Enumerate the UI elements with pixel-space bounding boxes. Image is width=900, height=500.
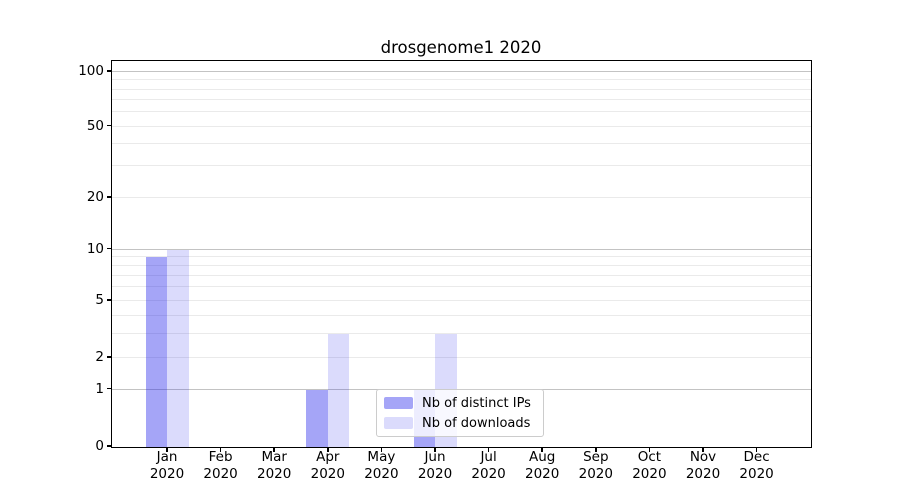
y-tick-label: 10	[86, 240, 104, 257]
minor-gridline	[112, 165, 811, 167]
x-tick-mark	[327, 447, 329, 452]
legend-label-distinct-ips: Nb of distinct IPs	[422, 395, 531, 411]
x-tick-year: 2020	[578, 465, 613, 482]
x-tick-month: May	[367, 449, 396, 465]
y-tick-label: 5	[95, 292, 104, 308]
y-tick-mark	[107, 247, 112, 250]
x-tick-label: May 2020	[364, 449, 398, 482]
x-tick-year: 2020	[739, 465, 774, 482]
x-tick-mark	[166, 447, 168, 452]
y-tick-label: 100	[78, 63, 104, 79]
minor-gridline	[112, 79, 811, 81]
y-tick-label: 2	[95, 349, 104, 365]
chart-title: drosgenome1 2020	[380, 38, 542, 57]
legend-swatch-downloads	[384, 416, 413, 430]
y-tick-mark	[107, 387, 112, 390]
x-tick-month: Dec	[743, 449, 770, 465]
x-tick-label: Aug 2020	[525, 449, 559, 482]
y-tick-mark	[107, 299, 112, 301]
minor-gridline	[112, 197, 811, 198]
minor-gridline	[112, 265, 811, 267]
x-tick-label: Apr 2020	[311, 449, 345, 482]
x-tick-label: Feb 2020	[203, 449, 237, 482]
x-tick-year: 2020	[149, 465, 185, 482]
x-tick-label: Jun 2020	[418, 449, 452, 482]
y-tick-mark	[107, 70, 112, 72]
x-tick-year: 2020	[257, 465, 292, 482]
x-tick-year: 2020	[364, 465, 399, 482]
x-tick-label: Oct 2020	[632, 449, 666, 482]
minor-gridline	[112, 300, 811, 301]
x-tick-mark	[541, 447, 543, 452]
x-tick-month: Sep	[583, 449, 609, 465]
minor-gridline	[112, 333, 811, 334]
y-tick-label: 1	[95, 380, 104, 397]
y-tick-mark	[107, 356, 112, 358]
bar-downloads	[327, 334, 350, 447]
y-tick-label: 20	[86, 189, 104, 205]
y-tick-label: 0	[95, 438, 104, 454]
minor-gridline	[112, 275, 811, 276]
x-tick-mark	[273, 447, 275, 452]
x-tick-month: Jun	[424, 449, 446, 465]
x-tick-year: 2020	[525, 465, 560, 482]
x-tick-month: Oct	[637, 449, 662, 465]
x-tick-month: Apr	[316, 449, 340, 465]
minor-gridline	[112, 111, 811, 113]
x-tick-label: Sep 2020	[579, 449, 613, 482]
minor-gridline	[112, 256, 811, 258]
x-tick-month: Jan	[156, 449, 178, 465]
x-tick-month: Feb	[208, 449, 233, 465]
x-tick-mark	[380, 447, 383, 452]
x-tick-mark	[434, 447, 436, 452]
x-tick-mark	[702, 447, 704, 452]
minor-gridline	[112, 99, 811, 101]
x-tick-mark	[755, 447, 758, 452]
minor-gridline	[112, 142, 811, 144]
x-tick-label: Dec 2020	[739, 449, 773, 482]
x-tick-year: 2020	[685, 465, 721, 482]
minor-gridline	[112, 357, 811, 358]
x-tick-label: Jul 2020	[471, 449, 505, 482]
x-tick-mark	[219, 447, 222, 452]
bar-downloads	[167, 249, 189, 447]
x-tick-month: Nov	[689, 449, 717, 465]
x-tick-label: Nov 2020	[686, 449, 720, 482]
legend-label-downloads: Nb of downloads	[422, 415, 531, 431]
legend-swatch-distinct-ips	[384, 396, 413, 410]
major-gridline	[112, 71, 811, 72]
minor-gridline	[112, 88, 811, 90]
x-tick-month: Jul	[480, 449, 497, 465]
y-tick-mark	[107, 445, 112, 447]
x-tick-year: 2020	[417, 465, 453, 482]
x-tick-label: Jan 2020	[150, 449, 184, 482]
bar-distinct-ips	[145, 257, 167, 447]
minor-gridline	[112, 315, 811, 316]
y-tick-mark	[107, 124, 112, 127]
x-tick-mark	[595, 447, 597, 452]
legend-entry-downloads: Nb of downloads	[384, 416, 536, 431]
y-tick-mark	[107, 196, 112, 198]
minor-gridline	[112, 125, 811, 127]
x-tick-label: Mar 2020	[257, 449, 291, 482]
y-tick-label: 50	[86, 117, 104, 134]
x-tick-month: Mar	[261, 449, 287, 465]
x-tick-mark	[648, 447, 651, 452]
legend: Nb of distinct IPs Nb of downloads	[376, 389, 544, 437]
x-tick-year: 2020	[632, 465, 667, 482]
x-tick-year: 2020	[310, 465, 345, 482]
legend-entry-distinct-ips: Nb of distinct IPs	[384, 396, 536, 411]
plot-area: Nb of distinct IPs Nb of downloads	[111, 60, 812, 448]
minor-gridline	[112, 286, 811, 288]
x-tick-mark	[487, 447, 490, 452]
x-tick-year: 2020	[471, 465, 506, 482]
major-gridline	[112, 248, 811, 250]
bar-distinct-ips	[306, 389, 328, 447]
x-tick-month: Aug	[528, 449, 556, 465]
x-tick-year: 2020	[203, 465, 238, 482]
